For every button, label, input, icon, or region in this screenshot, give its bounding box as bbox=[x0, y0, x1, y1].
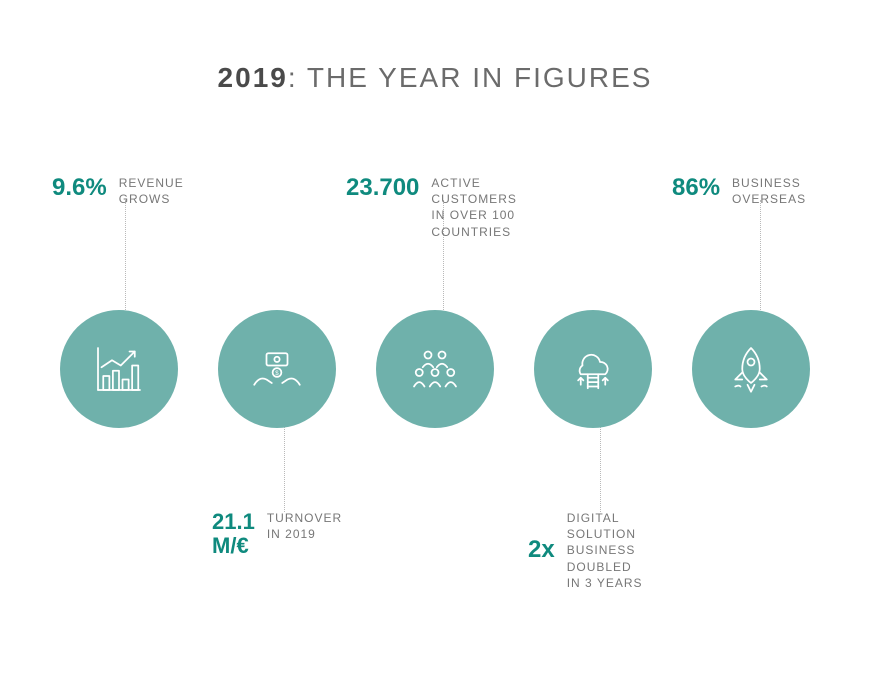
bubble-overseas bbox=[692, 310, 810, 428]
stat-digital: 2x DIGITAL SOLUTIONBUSINESS DOUBLEDIN 3 … bbox=[528, 510, 687, 591]
stat-value: 2x bbox=[528, 537, 555, 563]
cloud-ladder-icon bbox=[565, 341, 621, 397]
chart-growth-icon bbox=[91, 341, 147, 397]
bubble-revenue bbox=[60, 310, 178, 428]
stat-label: TURNOVERIN 2019 bbox=[267, 510, 342, 542]
hands-money-icon: $ bbox=[249, 341, 305, 397]
stat-overseas: 86% BUSINESSOVERSEAS bbox=[672, 175, 806, 207]
connector bbox=[760, 200, 761, 312]
stat-value: 21.1M/€ bbox=[212, 510, 255, 558]
bubble-row: $ bbox=[0, 310, 870, 428]
stat-value: 9.6% bbox=[52, 175, 107, 201]
stat-revenue: 9.6% REVENUEGROWS bbox=[52, 175, 184, 207]
connector bbox=[284, 426, 285, 512]
bubble-turnover: $ bbox=[218, 310, 336, 428]
connector bbox=[125, 200, 126, 312]
infographic-page: 2019: THE YEAR IN FIGURES 9.6% REVENUEGR… bbox=[0, 0, 870, 696]
stat-customers: 23.700 ACTIVECUSTOMERSIN OVER 100COUNTRI… bbox=[346, 175, 517, 240]
bubble-customers bbox=[376, 310, 494, 428]
rocket-icon bbox=[723, 341, 779, 397]
title-separator: : bbox=[288, 62, 307, 93]
people-group-icon bbox=[407, 341, 463, 397]
stat-label: REVENUEGROWS bbox=[119, 175, 184, 207]
stat-label: DIGITAL SOLUTIONBUSINESS DOUBLEDIN 3 YEA… bbox=[567, 510, 687, 591]
stat-turnover: 21.1M/€ TURNOVERIN 2019 bbox=[212, 510, 342, 558]
connector bbox=[600, 426, 601, 512]
bubble-digital bbox=[534, 310, 652, 428]
page-title: 2019: THE YEAR IN FIGURES bbox=[0, 62, 870, 94]
stat-value: 86% bbox=[672, 175, 720, 201]
stat-value: 23.700 bbox=[346, 175, 419, 201]
title-year: 2019 bbox=[218, 62, 288, 93]
stat-label: BUSINESSOVERSEAS bbox=[732, 175, 806, 207]
stat-label: ACTIVECUSTOMERSIN OVER 100COUNTRIES bbox=[431, 175, 516, 240]
svg-text:$: $ bbox=[275, 370, 279, 377]
title-rest: THE YEAR IN FIGURES bbox=[307, 62, 653, 93]
